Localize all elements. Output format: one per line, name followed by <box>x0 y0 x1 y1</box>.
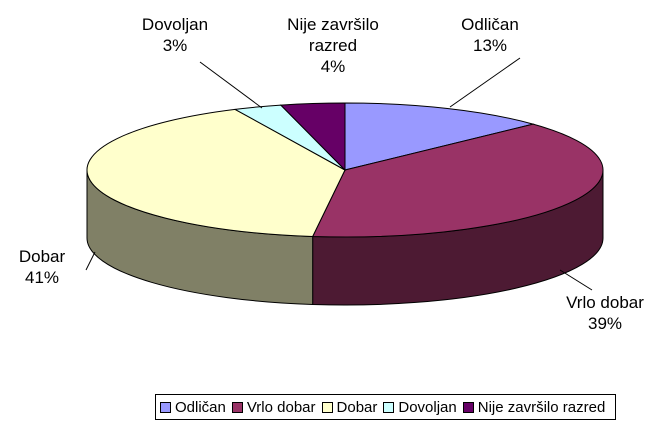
slice <box>279 102 346 172</box>
data-label-category: Nije završilo razred <box>287 15 379 55</box>
data-label: Dobar 41% <box>0 246 84 288</box>
data-label-value: 4% <box>320 57 346 76</box>
leader-line <box>449 57 521 108</box>
data-label-value: 39% <box>587 314 623 333</box>
legend-label: Nije završilo razred <box>477 398 606 416</box>
legend-item: Odličan <box>160 399 226 416</box>
data-label: Odličan 13% <box>440 14 540 56</box>
data-label-value: 13% <box>472 36 508 55</box>
legend-label: Dobar <box>336 398 378 416</box>
slice <box>311 123 604 238</box>
legend-item: Dovoljan <box>383 398 457 416</box>
leader-line <box>85 251 96 271</box>
legend-swatch <box>231 401 243 413</box>
data-label-value: 3% <box>162 36 188 55</box>
data-label-category: Dobar <box>18 247 66 266</box>
slice <box>344 102 536 171</box>
data-label-category: Odličan <box>461 15 519 34</box>
legend-swatch <box>321 401 333 413</box>
legend-swatch <box>160 401 171 413</box>
data-label: Dovoljan 3% <box>120 14 230 56</box>
leader-line <box>199 61 263 109</box>
legend-item: Dobar <box>321 398 378 416</box>
legend-label: Odličan <box>175 398 226 416</box>
data-label: Nije završilo razred 4% <box>268 14 398 77</box>
legend-item: Vrlo dobar <box>231 398 316 416</box>
data-label: Vrlo dobar 39% <box>560 292 650 334</box>
leader-line <box>559 269 593 291</box>
legend-swatch <box>462 401 474 413</box>
slice <box>86 108 346 237</box>
data-label-category: Vrlo dobar <box>566 293 644 312</box>
legend-item: Nije završilo razred <box>462 398 606 416</box>
legend-label: Vrlo dobar <box>246 398 316 416</box>
data-label-value: 41% <box>24 268 60 287</box>
legend-swatch <box>383 401 395 413</box>
legend: Odličan Vrlo dobar Dobar Dovoljan Nije završ… <box>155 394 617 420</box>
data-label-category: Dovoljan <box>141 15 209 34</box>
legend-label: Dovoljan <box>398 398 457 416</box>
